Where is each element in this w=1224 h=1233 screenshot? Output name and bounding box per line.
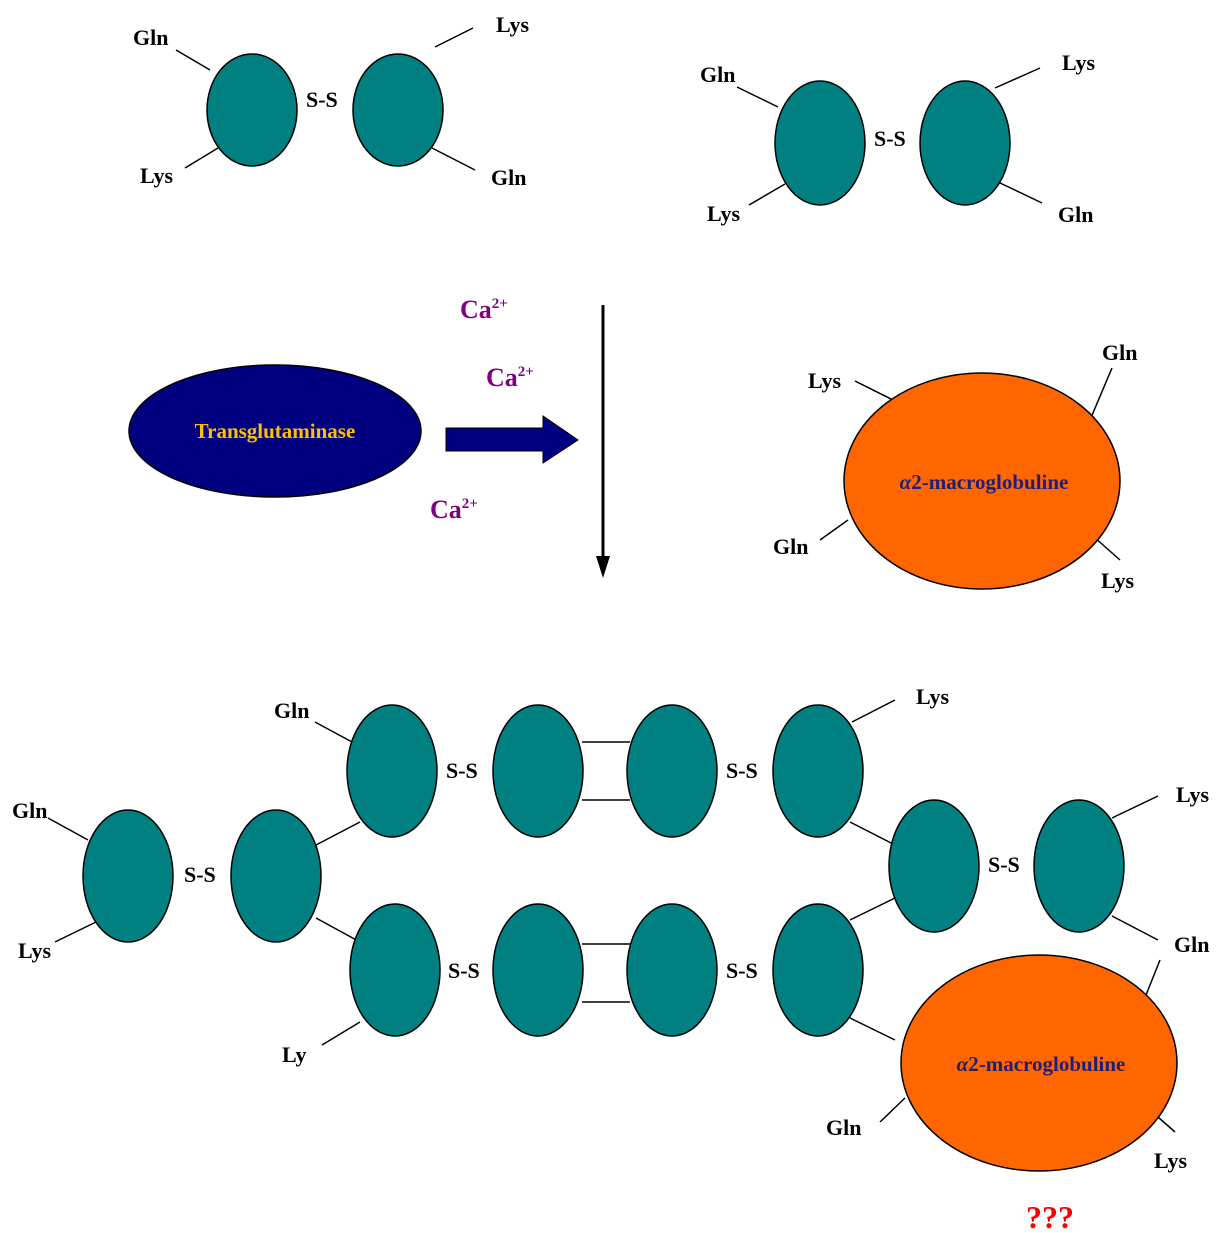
lys-label: Lys xyxy=(916,684,949,709)
dimer-top-left: Gln Lys Lys Gln S-S xyxy=(133,12,529,190)
gln-label: Gln xyxy=(1102,340,1137,365)
disulfide-label: S-S xyxy=(874,126,906,151)
gln-label: Gln xyxy=(773,534,808,559)
subunit xyxy=(626,704,718,838)
arm xyxy=(997,181,1043,204)
calcium-ions: Ca2+ Ca2+ Ca2+ xyxy=(430,295,534,524)
ly-label: Ly xyxy=(282,1042,306,1067)
gln-label: Gln xyxy=(12,798,47,823)
lys-label: Lys xyxy=(1062,50,1095,75)
transglutaminase-enzyme: Transglutaminase xyxy=(128,364,422,498)
gln-label: Gln xyxy=(1058,202,1093,227)
dimer-top-right: Gln Lys Lys Gln S-S xyxy=(700,50,1095,227)
subunit xyxy=(346,704,438,838)
lys-label: Lys xyxy=(707,201,740,226)
arm xyxy=(819,519,849,541)
subunit xyxy=(349,903,441,1037)
arm xyxy=(314,721,353,743)
arm xyxy=(1089,367,1113,421)
subunit xyxy=(230,809,322,943)
gln-label: Gln xyxy=(133,25,168,50)
arm xyxy=(321,1021,361,1046)
subunit xyxy=(919,80,1011,206)
lys-label: Lys xyxy=(808,368,841,393)
subunit xyxy=(82,809,174,943)
arm xyxy=(879,1097,906,1123)
lys-label: Lys xyxy=(496,12,529,37)
disulfide-label: S-S xyxy=(726,758,758,783)
down-arrow xyxy=(596,305,610,578)
arm xyxy=(1111,915,1159,941)
arm xyxy=(184,147,219,169)
arm xyxy=(1093,536,1121,561)
arm xyxy=(849,821,896,846)
subunit xyxy=(774,80,866,206)
arm xyxy=(1143,959,1161,1001)
lys-label: Lys xyxy=(18,938,51,963)
macroglobulin-label: α2-macroglobuline xyxy=(900,470,1069,494)
subunit xyxy=(1033,799,1125,933)
lys-label: Lys xyxy=(1154,1148,1187,1173)
gln-label: Gln xyxy=(1174,932,1209,957)
gln-label: Gln xyxy=(826,1115,861,1140)
arm xyxy=(849,897,896,921)
arm xyxy=(315,821,361,846)
arm xyxy=(851,699,896,723)
arm xyxy=(431,147,476,171)
disulfide-label: S-S xyxy=(306,87,338,112)
arm xyxy=(175,49,211,71)
gln-label: Gln xyxy=(274,698,309,723)
disulfide-label: S-S xyxy=(446,758,478,783)
disulfide-label: S-S xyxy=(184,862,216,887)
arm xyxy=(315,917,361,943)
arm xyxy=(47,817,89,841)
disulfide-label: S-S xyxy=(726,958,758,983)
arm xyxy=(748,183,786,206)
gln-label: Gln xyxy=(491,165,526,190)
calcium-ion: Ca2+ xyxy=(460,295,508,324)
arm xyxy=(1111,795,1159,819)
arm xyxy=(854,380,896,402)
calcium-ion: Ca2+ xyxy=(430,495,478,524)
macroglobulin-ellipse xyxy=(843,372,1121,590)
question-marks: ??? xyxy=(1026,1199,1074,1233)
reaction-arrow xyxy=(445,415,579,464)
arm xyxy=(434,27,474,48)
subunit xyxy=(772,903,864,1037)
arm xyxy=(849,1017,896,1041)
subunit xyxy=(492,903,584,1037)
lys-label: Lys xyxy=(1176,782,1209,807)
subunit xyxy=(888,799,980,933)
macroglobulin-ellipse xyxy=(900,954,1178,1172)
arm xyxy=(54,921,97,943)
lys-label: Lys xyxy=(1101,568,1134,593)
macroglobulin-top: α2-macroglobuline Lys Gln Gln Lys xyxy=(773,340,1137,593)
subunit xyxy=(772,704,864,838)
arm xyxy=(994,67,1041,89)
transglutaminase-ellipse xyxy=(128,364,422,498)
subunit xyxy=(492,704,584,838)
subunit xyxy=(352,53,444,167)
arm xyxy=(736,86,779,108)
calcium-ion: Ca2+ xyxy=(486,363,534,392)
disulfide-label: S-S xyxy=(988,852,1020,877)
lys-label: Lys xyxy=(140,163,173,188)
gln-label: Gln xyxy=(700,62,735,87)
subunit xyxy=(626,903,718,1037)
macroglobulin-label: α2-macroglobuline xyxy=(957,1052,1126,1076)
crosslinked-polymer: α2-macroglobuline S-S S-S S-S S-S S-S S-… xyxy=(12,684,1209,1173)
transglutaminase-label: Transglutaminase xyxy=(195,419,356,443)
disulfide-label: S-S xyxy=(448,958,480,983)
subunit xyxy=(206,53,298,167)
